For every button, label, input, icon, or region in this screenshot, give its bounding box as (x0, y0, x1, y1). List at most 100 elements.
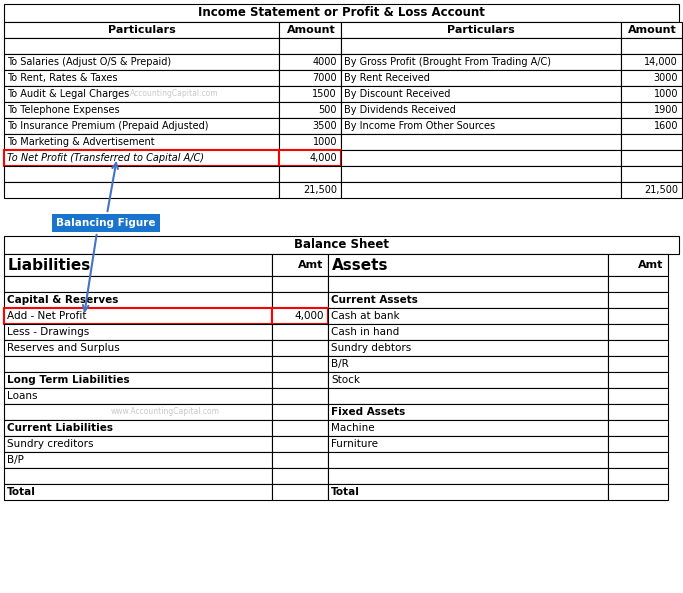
Text: Stock: Stock (331, 375, 360, 385)
FancyBboxPatch shape (272, 436, 328, 452)
FancyBboxPatch shape (328, 356, 608, 372)
Text: 7000: 7000 (312, 73, 337, 83)
FancyBboxPatch shape (4, 404, 272, 420)
FancyBboxPatch shape (272, 308, 328, 324)
FancyBboxPatch shape (4, 86, 279, 102)
Text: B/P: B/P (7, 455, 24, 465)
FancyBboxPatch shape (608, 308, 668, 324)
FancyBboxPatch shape (4, 308, 272, 324)
FancyBboxPatch shape (272, 468, 328, 484)
FancyBboxPatch shape (621, 102, 682, 118)
FancyBboxPatch shape (621, 70, 682, 86)
FancyBboxPatch shape (328, 340, 608, 356)
FancyBboxPatch shape (341, 38, 621, 54)
FancyBboxPatch shape (328, 404, 608, 420)
Text: 1000: 1000 (313, 137, 337, 147)
FancyBboxPatch shape (608, 468, 668, 484)
Text: To Telephone Expenses: To Telephone Expenses (7, 105, 120, 115)
FancyBboxPatch shape (4, 452, 272, 468)
FancyBboxPatch shape (328, 436, 608, 452)
Text: www.AccountingCapital.com: www.AccountingCapital.com (110, 407, 219, 416)
Text: 4,000: 4,000 (309, 153, 337, 163)
FancyBboxPatch shape (341, 86, 621, 102)
FancyBboxPatch shape (328, 372, 608, 388)
Text: Amt: Amt (638, 260, 663, 270)
Text: B/R: B/R (331, 359, 349, 369)
FancyBboxPatch shape (608, 356, 668, 372)
Text: Total: Total (7, 487, 36, 497)
Text: Particulars: Particulars (447, 25, 515, 35)
FancyBboxPatch shape (4, 436, 272, 452)
FancyBboxPatch shape (279, 102, 341, 118)
Text: By Dividends Received: By Dividends Received (344, 105, 456, 115)
Text: To Rent, Rates & Taxes: To Rent, Rates & Taxes (7, 73, 117, 83)
FancyBboxPatch shape (341, 166, 621, 182)
FancyBboxPatch shape (341, 102, 621, 118)
FancyBboxPatch shape (328, 468, 608, 484)
FancyBboxPatch shape (621, 22, 682, 38)
Text: Amount: Amount (628, 25, 677, 35)
Text: 1000: 1000 (654, 89, 678, 99)
FancyBboxPatch shape (608, 484, 668, 500)
FancyBboxPatch shape (621, 118, 682, 134)
FancyBboxPatch shape (608, 292, 668, 308)
FancyBboxPatch shape (341, 134, 621, 150)
FancyBboxPatch shape (4, 166, 279, 182)
Text: To Salaries (Adjust O/S & Prepaid): To Salaries (Adjust O/S & Prepaid) (7, 57, 171, 67)
FancyBboxPatch shape (608, 388, 668, 404)
FancyBboxPatch shape (272, 340, 328, 356)
FancyBboxPatch shape (272, 420, 328, 436)
FancyBboxPatch shape (272, 324, 328, 340)
Text: 500: 500 (318, 105, 337, 115)
FancyBboxPatch shape (272, 452, 328, 468)
FancyBboxPatch shape (279, 134, 341, 150)
Text: 1500: 1500 (312, 89, 337, 99)
FancyBboxPatch shape (621, 150, 682, 166)
FancyBboxPatch shape (4, 182, 279, 198)
Text: Cash in hand: Cash in hand (331, 327, 400, 337)
FancyBboxPatch shape (328, 292, 608, 308)
FancyBboxPatch shape (4, 388, 272, 404)
FancyBboxPatch shape (4, 420, 272, 436)
Text: Current Assets: Current Assets (331, 295, 418, 305)
Text: 3000: 3000 (654, 73, 678, 83)
FancyBboxPatch shape (341, 70, 621, 86)
FancyBboxPatch shape (328, 452, 608, 468)
FancyBboxPatch shape (341, 118, 621, 134)
FancyBboxPatch shape (328, 276, 608, 292)
FancyBboxPatch shape (4, 372, 272, 388)
Text: Assets: Assets (332, 257, 389, 273)
Text: Long Term Liabilities: Long Term Liabilities (7, 375, 130, 385)
FancyBboxPatch shape (621, 38, 682, 54)
Text: Add - Net Profit: Add - Net Profit (7, 311, 87, 321)
FancyBboxPatch shape (52, 214, 160, 232)
FancyBboxPatch shape (621, 86, 682, 102)
FancyBboxPatch shape (621, 166, 682, 182)
FancyBboxPatch shape (608, 276, 668, 292)
FancyBboxPatch shape (608, 372, 668, 388)
FancyBboxPatch shape (4, 468, 272, 484)
Text: Balancing Figure: Balancing Figure (56, 218, 156, 228)
Text: Furniture: Furniture (331, 439, 378, 449)
FancyBboxPatch shape (279, 86, 341, 102)
FancyBboxPatch shape (272, 254, 328, 276)
FancyBboxPatch shape (608, 452, 668, 468)
Text: By Income From Other Sources: By Income From Other Sources (344, 121, 495, 131)
FancyBboxPatch shape (4, 70, 279, 86)
FancyBboxPatch shape (341, 182, 621, 198)
FancyBboxPatch shape (272, 404, 328, 420)
FancyBboxPatch shape (608, 436, 668, 452)
FancyBboxPatch shape (272, 292, 328, 308)
FancyBboxPatch shape (4, 340, 272, 356)
FancyBboxPatch shape (608, 254, 668, 276)
FancyBboxPatch shape (4, 38, 279, 54)
Text: 1600: 1600 (654, 121, 678, 131)
FancyBboxPatch shape (608, 340, 668, 356)
FancyBboxPatch shape (279, 150, 341, 166)
FancyBboxPatch shape (4, 22, 279, 38)
FancyBboxPatch shape (341, 22, 621, 38)
FancyBboxPatch shape (279, 166, 341, 182)
Text: Cash at bank: Cash at bank (331, 311, 400, 321)
FancyBboxPatch shape (279, 38, 341, 54)
Text: Sundry debtors: Sundry debtors (331, 343, 411, 353)
